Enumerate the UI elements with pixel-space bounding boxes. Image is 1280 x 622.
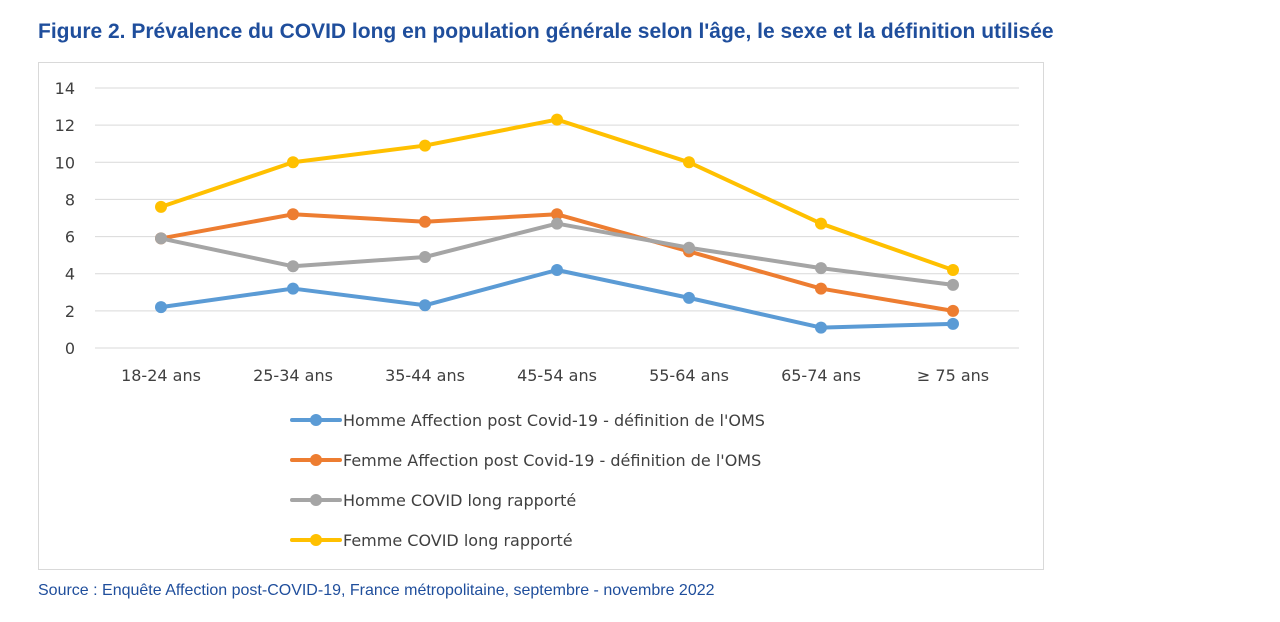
x-tick-label: 55-64 ans: [649, 366, 729, 385]
data-point: [683, 291, 695, 304]
x-tick-label: 18-24 ans: [121, 366, 201, 385]
data-point: [947, 317, 959, 330]
data-point: [947, 264, 959, 276]
y-tick-label: 6: [65, 228, 75, 247]
legend-swatch-marker: [310, 454, 322, 466]
x-tick-label: 25-34 ans: [253, 366, 333, 385]
data-point: [683, 241, 695, 254]
figure-title: Figure 2. Prévalence du COVID long en po…: [38, 20, 1054, 43]
legend-label: Homme Affection post Covid-19 - définiti…: [343, 411, 765, 430]
x-tick-label: 45-54 ans: [517, 366, 597, 385]
legend-label: Homme COVID long rapporté: [343, 491, 576, 510]
data-point: [551, 264, 563, 276]
data-point: [551, 208, 563, 221]
data-point: [419, 299, 431, 312]
data-point: [947, 278, 959, 291]
x-tick-label: 35-44 ans: [385, 366, 465, 385]
data-point: [287, 156, 299, 169]
data-point: [551, 217, 563, 230]
x-tick-label: ≥ 75 ans: [917, 366, 989, 385]
source-note: Source : Enquête Affection post-COVID-19…: [38, 582, 715, 599]
y-tick-label: 2: [65, 302, 75, 321]
y-tick-label: 4: [65, 265, 75, 284]
line-chart: 0 2 4 6 8 10 12 14 18-24 ans 25-34 ans 35-44 ans 45…: [55, 79, 1019, 550]
legend-swatch-marker: [310, 414, 322, 426]
data-point: [155, 232, 167, 245]
legend-swatch-marker: [310, 494, 322, 506]
y-tick-label: 8: [65, 190, 75, 209]
y-tick-label: 14: [55, 79, 75, 98]
legend-label: Femme COVID long rapporté: [343, 531, 573, 550]
data-point: [287, 208, 299, 221]
data-point: [419, 139, 431, 152]
data-point: [419, 215, 431, 228]
data-point: [551, 113, 563, 126]
data-point: [155, 301, 167, 314]
data-point: [155, 200, 167, 213]
data-point: [815, 321, 827, 334]
data-point: [815, 217, 827, 230]
x-tick-label: 65-74 ans: [781, 366, 861, 385]
data-point: [815, 262, 827, 275]
legend-swatch-marker: [310, 534, 322, 546]
y-tick-label: 12: [55, 116, 75, 135]
data-point: [815, 282, 827, 295]
data-point: [287, 260, 299, 273]
series-line: [159, 268, 955, 330]
data-point: [947, 304, 959, 317]
y-tick-label: 0: [65, 339, 75, 358]
series-line: [159, 117, 955, 272]
legend-label: Femme Affection post Covid-19 - définiti…: [343, 451, 761, 470]
chart-frame: 0 2 4 6 8 10 12 14 18-24 ans 25-34 ans 35-44 ans 45…: [38, 62, 1044, 570]
data-point: [683, 156, 695, 169]
data-point: [419, 251, 431, 263]
data-point: [287, 282, 299, 295]
y-tick-label: 10: [55, 153, 75, 172]
